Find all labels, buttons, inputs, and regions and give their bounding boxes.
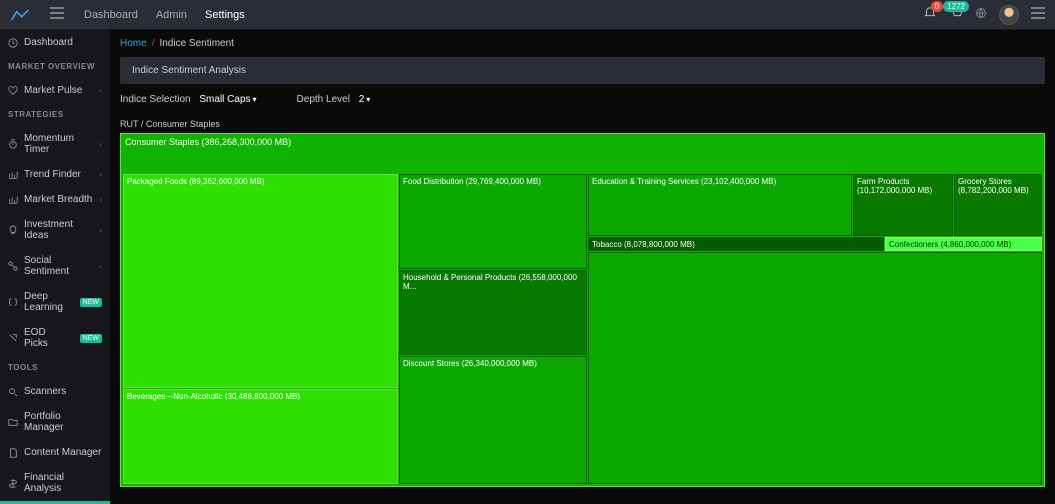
heart-icon (8, 86, 18, 96)
avatar[interactable] (999, 5, 1019, 25)
sidebar-item-label: Portfolio Manager (24, 411, 102, 433)
treemap-root-label: Consumer Staples (386,268,300,000 MB) (123, 136, 1042, 148)
sidebar-item-trend-finder[interactable]: Trend Finder ‹ (0, 162, 110, 187)
controls: Indice Selection Small Caps▾ Depth Level… (120, 84, 1045, 115)
main-content: Home / Indice Sentiment Indice Sentiment… (110, 30, 1055, 504)
sidebar-header: STRATEGIES (0, 103, 110, 126)
sidebar-item-label: EOD Picks (24, 327, 71, 349)
new-badge: NEW (80, 298, 102, 307)
sidebar-item-label: Social Sentiment (24, 255, 93, 277)
treemap-empty-region (588, 252, 1042, 484)
depth-dropdown[interactable]: 2▾ (359, 94, 371, 105)
sidebar-item-label: Content Manager (24, 447, 101, 458)
pick-icon (8, 333, 18, 343)
breadcrumb-current: Indice Sentiment (159, 38, 234, 49)
sidebar-item-label: Trend Finder (24, 169, 81, 180)
treemap-cell-tobacco[interactable]: Tobacco (8,078,800,000 MB) (588, 237, 884, 251)
treemap-cell-farm-products[interactable]: Farm Products (10,172,000,000 MB) (853, 174, 953, 236)
sidebar-item-social-sentiment[interactable]: Social Sentiment ‹ (0, 248, 110, 284)
dollar-icon (8, 478, 18, 488)
treemap-cell-packaged-foods[interactable]: Packaged Foods (89,362,600,000 MB) (123, 174, 398, 388)
selection-label: Indice Selection (120, 94, 191, 105)
sidebar-item-label: Scanners (24, 386, 66, 397)
topbar-right: 0 1272 (923, 5, 1045, 25)
sidebar-item-investment-ideas[interactable]: Investment Ideas ‹ (0, 212, 110, 248)
sidebar-item-label: Financial Analysis (24, 472, 102, 494)
brain-icon (8, 297, 18, 307)
chevron-left-icon: ‹ (99, 86, 102, 95)
sidebar-item-eod-picks[interactable]: EOD Picks NEW (0, 320, 110, 356)
chevron-left-icon: ‹ (99, 140, 102, 149)
chart-icon (8, 170, 18, 180)
treemap-cell-discount-stores[interactable]: Discount Stores (26,340,000,000 MB) (399, 356, 587, 484)
breadcrumb-sep: / (152, 38, 155, 49)
sidebar-item-deep-learning[interactable]: Deep Learning NEW (0, 284, 110, 320)
treemap-cell-food-distribution[interactable]: Food Distribution (29,769,400,000 MB) (399, 174, 587, 269)
nav-settings[interactable]: Settings (205, 9, 245, 21)
treemap-cell-grocery-stores[interactable]: Grocery Stores (8,782,200,000 MB) (954, 174, 1042, 236)
sidebar-item-scanners[interactable]: Scanners (0, 379, 110, 404)
folder-icon (8, 417, 18, 427)
bulb-icon (8, 225, 18, 235)
search-icon (8, 387, 18, 397)
chevron-left-icon: ‹ (99, 262, 102, 271)
sidebar-item-momentum-timer[interactable]: Momentum Timer ‹ (0, 126, 110, 162)
clock-icon (8, 38, 18, 48)
topbar: Dashboard Admin Settings 0 1272 (0, 0, 1055, 30)
menu-icon[interactable] (1031, 7, 1045, 22)
breadcrumb-home[interactable]: Home (120, 38, 147, 49)
sidebar-header: TOOLS (0, 356, 110, 379)
nav-admin[interactable]: Admin (156, 9, 187, 21)
social-icon (8, 261, 18, 271)
selection-dropdown[interactable]: Small Caps▾ (199, 94, 256, 105)
sidebar-item-dashboard[interactable]: Dashboard (0, 30, 110, 55)
sidebar-item-label: Market Breadth (24, 194, 92, 205)
sidebar-item-label: Market Pulse (24, 85, 82, 96)
breadcrumb: Home / Indice Sentiment (110, 30, 1055, 57)
sidebar-item-market-pulse[interactable]: Market Pulse ‹ (0, 78, 110, 103)
treemap-cell-confectioners[interactable]: Confectioners (4,860,000,000 MB) (885, 237, 1042, 251)
bell-icon[interactable]: 0 (923, 6, 937, 23)
panel-title: Indice Sentiment Analysis (120, 57, 1045, 84)
sidebar-header: MARKET OVERVIEW (0, 55, 110, 78)
chevron-left-icon: ‹ (99, 170, 102, 179)
new-badge: NEW (80, 334, 102, 343)
doc-icon (8, 448, 18, 458)
depth-label: Depth Level (297, 94, 350, 105)
logo[interactable] (10, 8, 30, 22)
sidebar-item-label: Dashboard (24, 37, 73, 48)
sidebar-item-financial-analysis[interactable]: Financial Analysis (0, 465, 110, 501)
treemap-path: RUT / Consumer Staples (120, 115, 1045, 133)
cart-badge: 1272 (943, 1, 969, 12)
chart-icon (8, 195, 18, 205)
treemap-cell-household[interactable]: Household & Personal Products (26,558,00… (399, 270, 587, 355)
sidebar-item-label: Momentum Timer (24, 133, 93, 155)
treemap-cell-education[interactable]: Education & Training Services (23,102,40… (588, 174, 852, 236)
nav-dashboard[interactable]: Dashboard (84, 9, 138, 21)
sidebar-item-label: Investment Ideas (24, 219, 93, 241)
bell-badge: 0 (931, 1, 943, 12)
cart-icon[interactable]: 1272 (949, 6, 963, 23)
chevron-left-icon: ‹ (99, 195, 102, 204)
sidebar-toggle-icon[interactable] (50, 7, 64, 22)
sidebar-item-portfolio-manager[interactable]: Portfolio Manager (0, 404, 110, 440)
timer-icon (8, 139, 18, 149)
treemap-cell-beverages[interactable]: Beverages—Non-Alcoholic (30,486,800,000 … (123, 389, 398, 484)
chevron-left-icon: ‹ (99, 226, 102, 235)
globe-icon[interactable] (975, 7, 987, 22)
sidebar-item-content-manager[interactable]: Content Manager (0, 440, 110, 465)
top-nav: Dashboard Admin Settings (84, 9, 245, 21)
sidebar: Dashboard MARKET OVERVIEW Market Pulse ‹ STR… (0, 30, 110, 504)
treemap: Consumer Staples (386,268,300,000 MB) Pa… (120, 133, 1045, 487)
sidebar-item-market-breadth[interactable]: Market Breadth ‹ (0, 187, 110, 212)
sidebar-item-label: Deep Learning (24, 291, 71, 313)
